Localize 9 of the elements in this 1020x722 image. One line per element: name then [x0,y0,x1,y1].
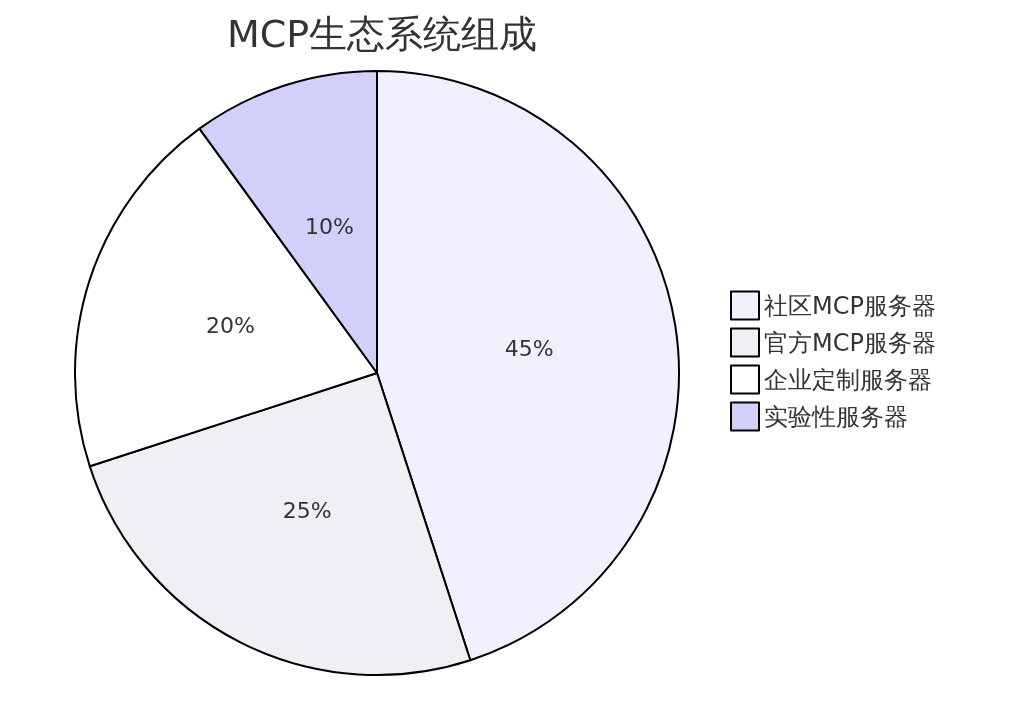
legend-label: 社区MCP服务器 [764,291,936,320]
legend-label: 企业定制服务器 [764,365,932,394]
legend-label: 实验性服务器 [764,402,908,431]
data-label: 45% [504,336,554,362]
data-label: 25% [282,497,332,523]
chart-title: MCP生态系统组成 [226,12,538,56]
data-label: 20% [206,312,255,338]
data-label: 10% [304,214,354,240]
legend-label: 官方MCP服务器 [764,328,936,357]
